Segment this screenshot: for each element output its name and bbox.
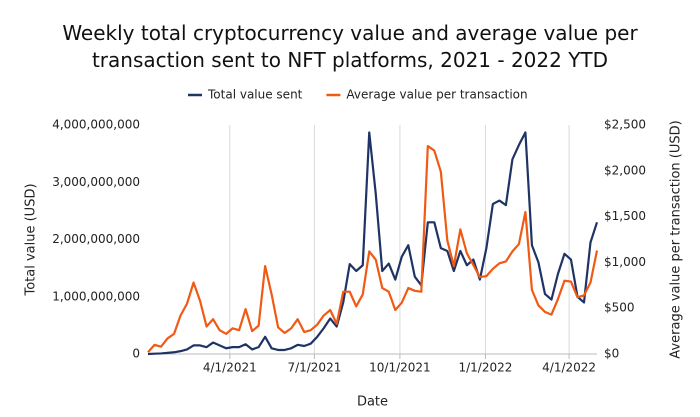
x-tick-label: 4/1/2021 <box>203 361 257 375</box>
line-series <box>147 144 599 353</box>
chart-title: Weekly total cryptocurrency value and av… <box>62 21 638 72</box>
x-tick-label: 4/1/2022 <box>542 361 596 375</box>
y2-tick-label: $500 <box>604 301 635 315</box>
y2-tick-label: $1,500 <box>604 209 646 223</box>
y2-tick-label: $2,000 <box>604 163 646 177</box>
y-tick-label: 3,000,000,000 <box>52 175 140 189</box>
y-tick-label: 1,000,000,000 <box>52 289 140 303</box>
y2-tick-label: $0 <box>604 347 619 361</box>
y2-tick-label: $1,000 <box>604 255 646 269</box>
x-tick-label: 1/1/2022 <box>458 361 512 375</box>
y-tick-label: 2,000,000,000 <box>52 232 140 246</box>
y2-axis-label: Average value per transaction (USD) <box>669 120 684 358</box>
x-axis-label: Date <box>357 395 388 410</box>
legend-label: Total value sent <box>207 88 303 102</box>
x-tick-label: 7/1/2021 <box>287 361 341 375</box>
y-tick-label: 4,000,000,000 <box>52 118 140 132</box>
x-tick-label: 10/1/2021 <box>369 361 431 375</box>
y-axis-label: Total value (USD) <box>24 183 39 296</box>
legend-label: Average value per transaction <box>346 88 527 102</box>
line-series <box>147 131 599 356</box>
y2-tick-label: $2,500 <box>604 118 646 132</box>
y-tick-label: 0 <box>132 347 140 361</box>
